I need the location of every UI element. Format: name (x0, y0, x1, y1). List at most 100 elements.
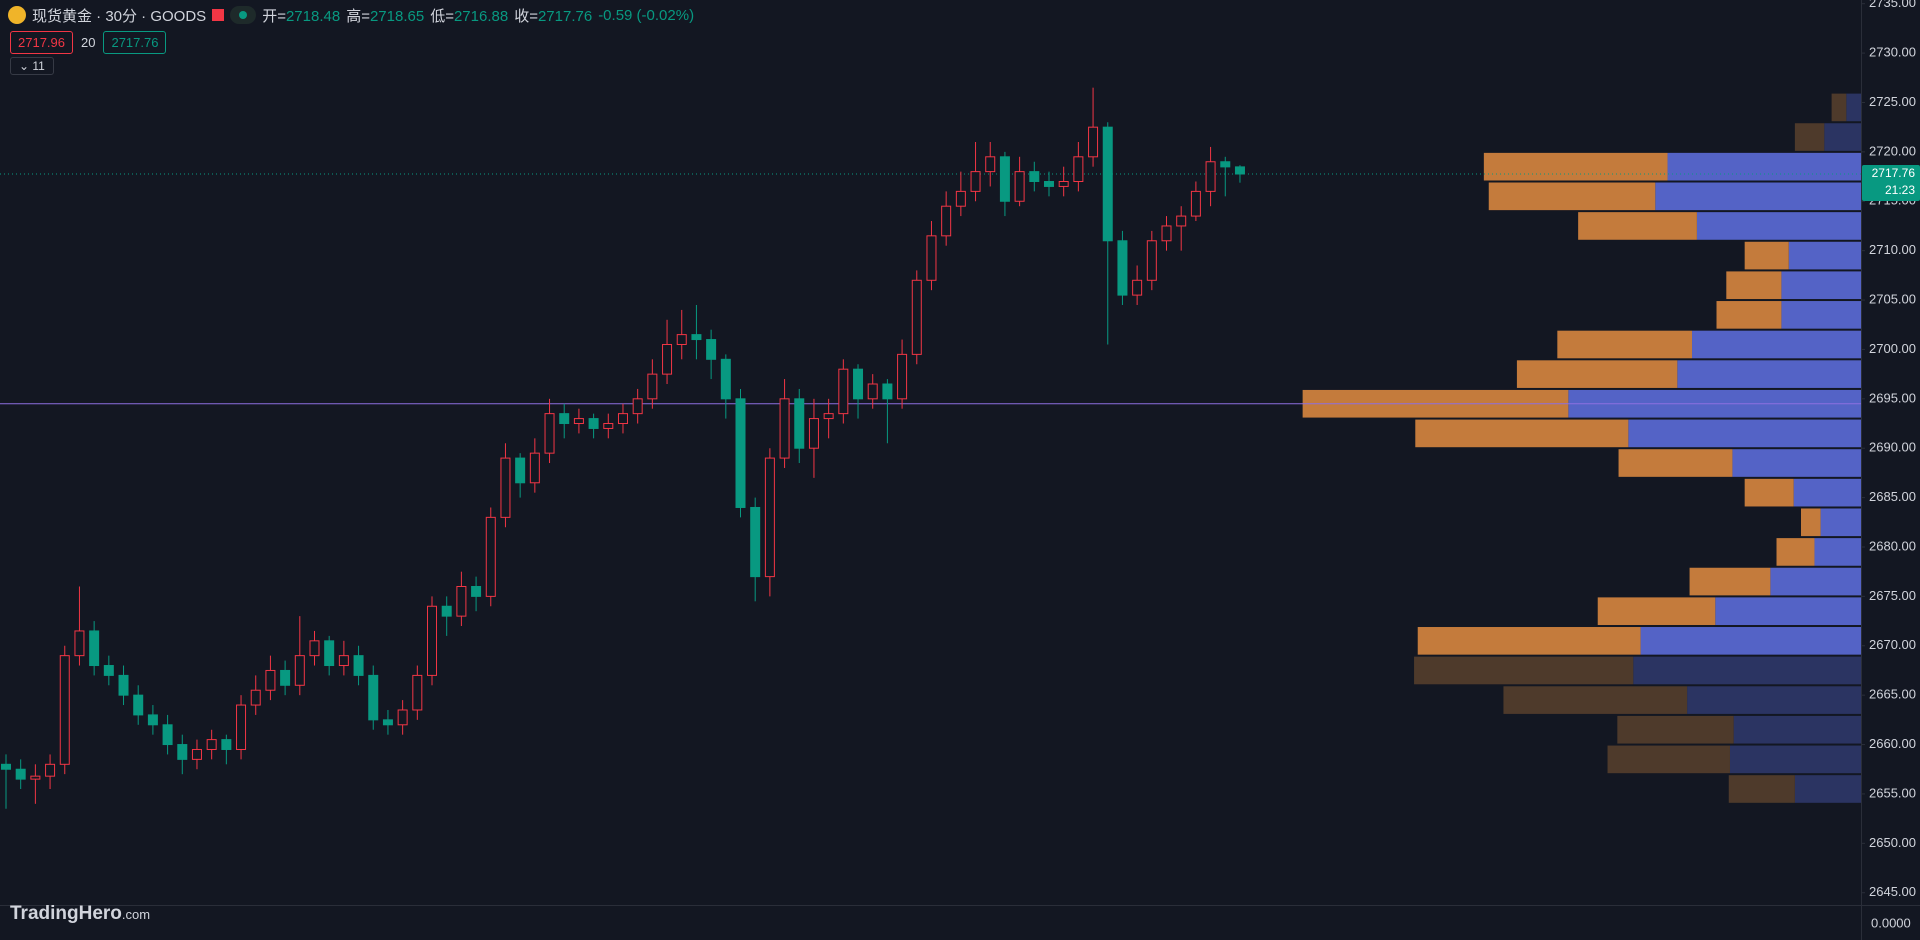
candle-body (368, 674, 379, 721)
profile-up (1417, 627, 1641, 655)
candle-body (1234, 166, 1245, 175)
ohlc-legend: 收=2717.76 (514, 5, 592, 26)
candle-body (74, 630, 85, 657)
profile-down (1770, 567, 1861, 596)
y-tick-label: 2650.00 (1869, 835, 1916, 850)
y-tick-label: 2735.00 (1869, 0, 1916, 10)
profile-down (1732, 449, 1861, 477)
candle-body (280, 669, 291, 686)
y-tick-label: 2730.00 (1869, 45, 1916, 60)
profile-up (1776, 538, 1815, 566)
candle-body (1, 763, 11, 770)
candle-body (955, 190, 966, 207)
candle-body (911, 279, 922, 355)
high-label: 高= (346, 7, 370, 25)
candle-body (206, 739, 217, 750)
y-tick-label: 2670.00 (1869, 637, 1916, 652)
profile-up (1726, 271, 1782, 300)
profile-up (1557, 330, 1693, 359)
candle-body (236, 704, 247, 750)
candle-body (45, 763, 56, 777)
profile-down (1814, 538, 1861, 566)
profile-down (1633, 656, 1861, 685)
profile-down (1687, 686, 1861, 714)
y-tick-label: 2665.00 (1869, 687, 1916, 702)
candle-body (485, 516, 496, 597)
y-tick-label: 2675.00 (1869, 588, 1916, 603)
indicator-toggle[interactable]: ⌄ 11 (10, 57, 54, 75)
candle-body (1043, 181, 1054, 187)
candle-body (338, 655, 349, 667)
candle-body (1146, 240, 1157, 281)
profile-up (1689, 567, 1771, 596)
candle-body (573, 418, 584, 425)
candle-body (500, 457, 511, 518)
change-value: -0.59 (-0.02%) (598, 6, 695, 24)
profile-up (1794, 123, 1825, 151)
candle-body (985, 156, 996, 173)
y-tick-label: 2725.00 (1869, 94, 1916, 109)
candle-body (882, 383, 893, 400)
profile-down (1692, 330, 1861, 359)
y-tick-label: 2710.00 (1869, 242, 1916, 257)
candle-body (706, 339, 717, 360)
ohlc-legend: 高=2718.65 (346, 5, 424, 26)
candle-body (133, 694, 144, 716)
candle-body (735, 398, 746, 508)
y-tick-label: 2660.00 (1869, 736, 1916, 751)
candle-body (294, 655, 305, 686)
flag-icon[interactable] (212, 9, 225, 21)
profile-down (1655, 182, 1861, 211)
buy-button[interactable]: 2717.76 (103, 31, 167, 54)
candle-body (1132, 279, 1143, 296)
candle-body (867, 383, 878, 400)
candle-body (1073, 156, 1084, 183)
y-tick-label: 2720.00 (1869, 143, 1916, 158)
candle-body (823, 413, 834, 420)
candle-body (1058, 181, 1069, 187)
high-value: 2718.65 (369, 7, 425, 25)
candle-body (221, 739, 232, 750)
candle-body (1176, 215, 1187, 227)
y-tick-label: 2695.00 (1869, 390, 1916, 405)
profile-down (1794, 775, 1861, 803)
brand: TradingHero (10, 903, 122, 924)
candle-body (588, 418, 599, 429)
candle-body (1161, 225, 1172, 242)
candle-body (324, 640, 335, 667)
trade-badges: 2717.96 20 2717.76 (10, 31, 167, 54)
sell-button[interactable]: 2717.96 (10, 31, 73, 54)
candle-body (970, 171, 981, 192)
candle-body (177, 744, 188, 760)
profile-down (1696, 212, 1861, 240)
candle-body (808, 418, 819, 449)
symbol-name[interactable]: 现货黄金 · 30分 · GOODS (32, 7, 207, 25)
close-label: 收= (514, 7, 538, 25)
profile-up (1483, 152, 1668, 181)
ohlc-legend: 低=2716.88 (430, 5, 508, 26)
candle-body (265, 669, 276, 691)
candle-body (309, 640, 320, 657)
candle-body (103, 665, 114, 676)
brand-suffix: .com (121, 907, 151, 922)
candle-body (999, 156, 1010, 202)
last-price-label: 2717.76 (1872, 166, 1916, 180)
candle-body (471, 586, 482, 597)
symbol-header: 现货黄金 · 30分 · GOODS 开=2718.48 高=2718.65 低… (8, 4, 694, 26)
profile-up (1597, 597, 1716, 626)
candle-body (147, 714, 158, 726)
candle-body (441, 605, 452, 617)
y-tick-label: 2705.00 (1869, 291, 1916, 306)
profile-up (1618, 449, 1733, 477)
candle-body (1088, 126, 1099, 158)
lower-pane-label: 0.0000 (1871, 915, 1911, 930)
profile-up (1744, 478, 1794, 507)
ohlc-legend: 开=2718.48 (262, 5, 340, 26)
candle-body (456, 586, 467, 617)
profile-down (1677, 360, 1861, 388)
open-label: 开= (262, 7, 286, 25)
candle-body (794, 398, 805, 449)
candle-body (30, 775, 41, 780)
candle-body (397, 709, 408, 726)
